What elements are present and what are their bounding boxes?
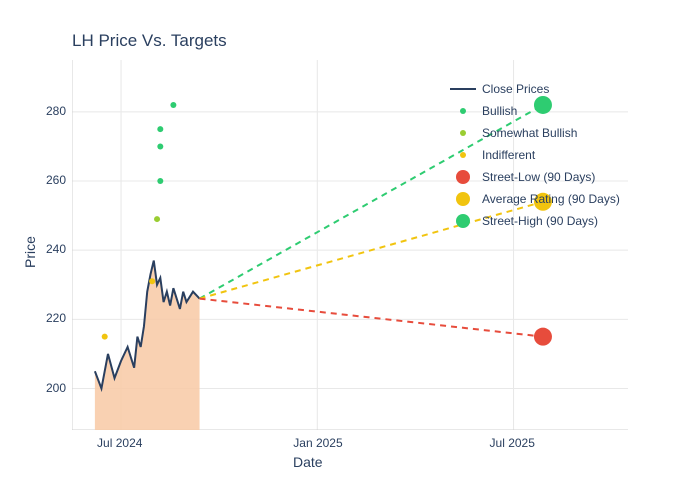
legend-item[interactable]: Close Prices bbox=[448, 79, 620, 98]
y-tick-label: 200 bbox=[46, 381, 66, 395]
y-axis-label: Price bbox=[22, 236, 38, 268]
x-tick-label: Jan 2025 bbox=[293, 436, 342, 450]
x-axis-label: Date bbox=[293, 454, 323, 470]
y-tick-label: 220 bbox=[46, 311, 66, 325]
legend-item[interactable]: Street-High (90 Days) bbox=[448, 211, 620, 230]
legend-item[interactable]: Street-Low (90 Days) bbox=[448, 167, 620, 186]
y-tick-label: 260 bbox=[46, 173, 66, 187]
legend-item[interactable]: Bullish bbox=[448, 101, 620, 120]
legend-label: Indifferent bbox=[482, 148, 535, 162]
legend-label: Street-Low (90 Days) bbox=[482, 170, 595, 184]
x-tick-label: Jul 2025 bbox=[490, 436, 535, 450]
legend-item[interactable]: Average Rating (90 Days) bbox=[448, 189, 620, 208]
legend-label: Somewhat Bullish bbox=[482, 126, 577, 140]
y-tick-label: 280 bbox=[46, 104, 66, 118]
legend-item[interactable]: Indifferent bbox=[448, 145, 620, 164]
chart-legend: Close Prices Bullish Somewhat Bullish Indif… bbox=[448, 79, 620, 233]
legend-label: Average Rating (90 Days) bbox=[482, 192, 620, 206]
legend-label: Close Prices bbox=[482, 82, 549, 96]
chart-title: LH Price Vs. Targets bbox=[72, 31, 227, 51]
x-tick-label: Jul 2024 bbox=[97, 436, 142, 450]
legend-label: Street-High (90 Days) bbox=[482, 214, 598, 228]
legend-label: Bullish bbox=[482, 104, 517, 118]
y-tick-label: 240 bbox=[46, 242, 66, 256]
legend-item[interactable]: Somewhat Bullish bbox=[448, 123, 620, 142]
